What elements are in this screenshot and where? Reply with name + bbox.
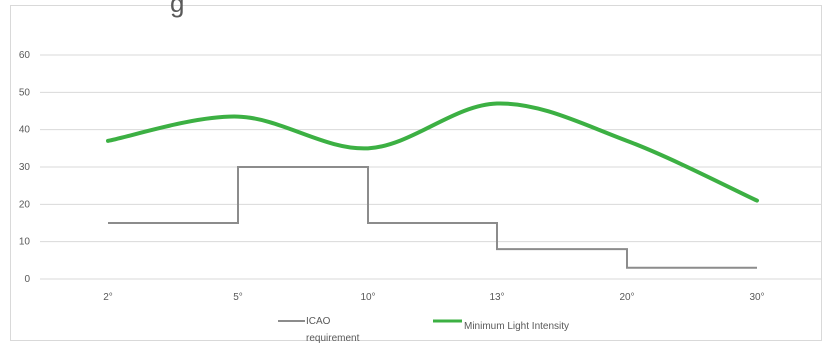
series-line-icao-requirement — [108, 166, 757, 269]
x-axis-ticks: 2° 5° 10° 13° 20° 30° — [103, 292, 764, 303]
x-tick-label: 2° — [103, 292, 113, 303]
series-line-minimum-light-intensity — [106, 101, 759, 203]
y-tick-label: 40 — [19, 125, 31, 136]
x-tick-label: 13° — [489, 292, 504, 303]
chart-frame — [10, 5, 822, 341]
y-tick-label: 0 — [24, 274, 30, 285]
x-tick-label: 10° — [360, 292, 375, 303]
y-axis-ticks: 0 10 20 30 40 50 60 — [19, 50, 31, 285]
y-tick-label: 50 — [19, 87, 31, 98]
legend: ICAO requirement Minimum Light Intensity — [278, 316, 569, 344]
y-tick-label: 20 — [19, 199, 31, 210]
y-tick-label: 10 — [19, 237, 31, 248]
legend-label-min-light: Minimum Light Intensity — [464, 321, 569, 332]
x-tick-label: 20° — [619, 292, 634, 303]
x-tick-label: 30° — [749, 292, 764, 303]
legend-label-icao: ICAO requirement — [306, 316, 360, 344]
chart-title-fragment: g — [170, 0, 185, 18]
y-tick-label: 60 — [19, 50, 31, 61]
x-tick-label: 5° — [233, 292, 243, 303]
series-group — [106, 101, 759, 269]
y-tick-label: 30 — [19, 162, 31, 173]
grid-lines — [40, 54, 822, 280]
